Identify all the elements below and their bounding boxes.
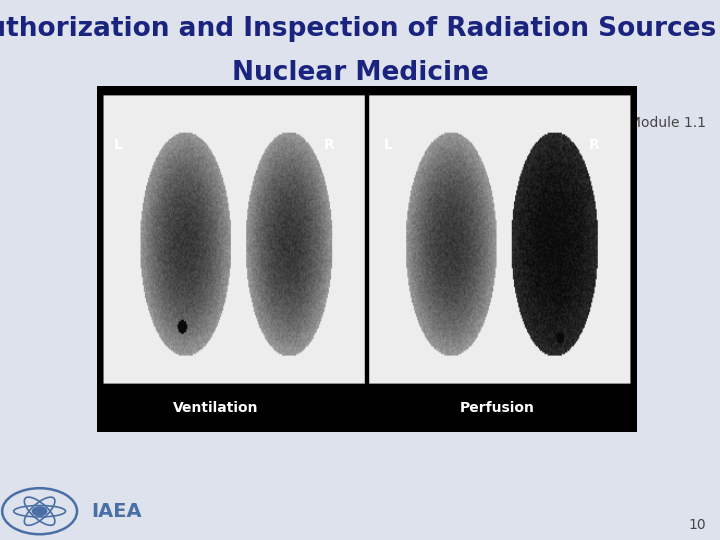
Text: IAEA: IAEA: [91, 502, 142, 521]
Text: R: R: [324, 138, 335, 152]
Text: Module 1.1: Module 1.1: [629, 116, 706, 130]
Text: L: L: [383, 138, 392, 152]
Text: Perfusion: Perfusion: [459, 401, 534, 415]
Text: R: R: [589, 138, 599, 152]
Text: Nuclear Medicine: Nuclear Medicine: [232, 60, 488, 86]
Text: Ventilation: Ventilation: [174, 401, 258, 415]
Text: 10: 10: [688, 518, 706, 532]
Text: Authorization and Inspection of Radiation Sources in: Authorization and Inspection of Radiatio…: [0, 16, 720, 42]
Circle shape: [32, 507, 47, 516]
Text: L: L: [114, 138, 122, 152]
